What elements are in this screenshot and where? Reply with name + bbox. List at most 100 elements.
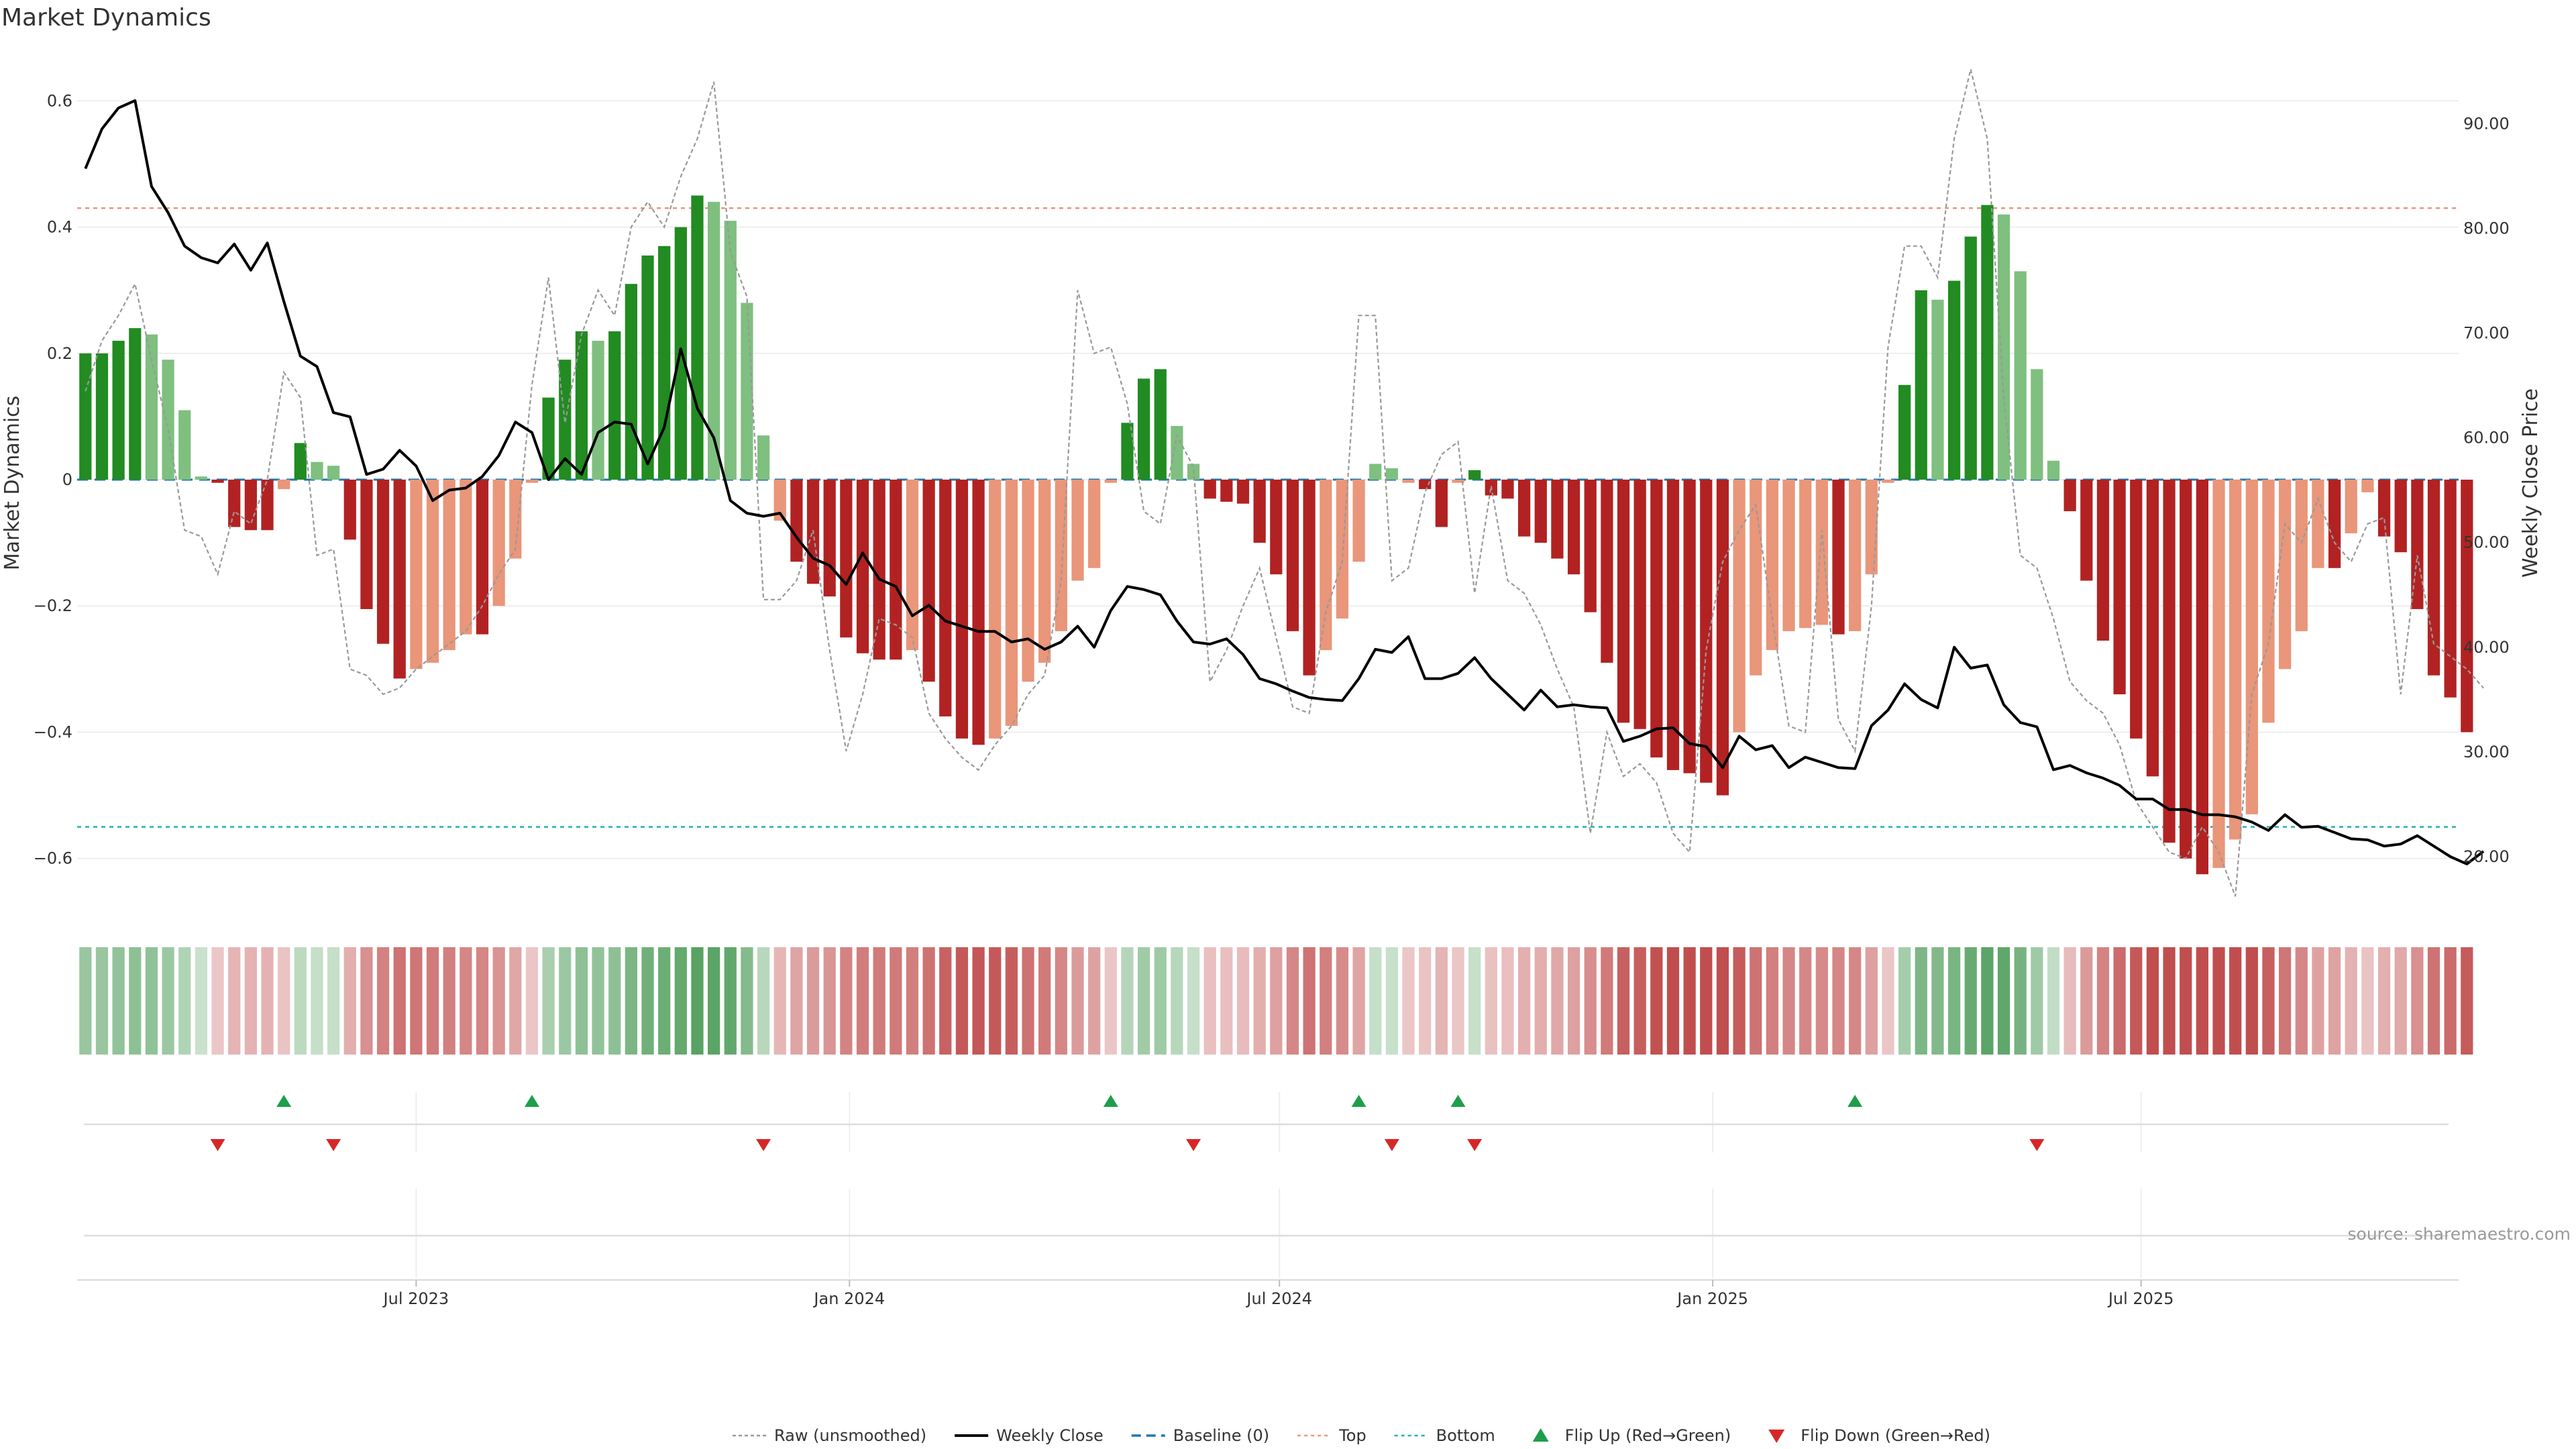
- x-tick-label: Jul 2023: [382, 1289, 449, 1308]
- dynamics-bar: [1121, 423, 1134, 480]
- dynamics-bar: [2427, 480, 2440, 676]
- dynamics-bar: [2229, 480, 2242, 840]
- regime-cell: [1022, 947, 1034, 1055]
- dynamics-bar: [2113, 480, 2126, 694]
- regime-cell: [823, 947, 836, 1055]
- regime-cell: [641, 947, 654, 1055]
- regime-cell: [1385, 947, 1399, 1055]
- dynamics-bars: [79, 195, 2473, 875]
- regime-cell: [129, 947, 142, 1055]
- regime-cell: [343, 947, 356, 1055]
- dynamics-bar: [2377, 480, 2391, 537]
- dynamics-bar: [1915, 290, 1927, 480]
- regime-cell: [426, 947, 439, 1055]
- dynamics-bar: [1137, 378, 1150, 480]
- dynamics-bar: [1088, 480, 1101, 568]
- dynamics-bar: [2328, 480, 2341, 568]
- dynamics-bar: [1865, 480, 1878, 575]
- regime-cell: [1286, 947, 1299, 1055]
- dynamics-bar: [162, 360, 174, 480]
- dynamics-bar: [1733, 480, 1746, 733]
- right-tick-label: 40.00: [2463, 638, 2510, 657]
- dynamics-bar: [1601, 480, 1613, 663]
- dynamics-bar: [1022, 480, 1034, 682]
- right-tick-label: 90.00: [2463, 114, 2510, 133]
- legend-swatch: [1768, 1430, 1785, 1443]
- regime-cell: [1799, 947, 1812, 1055]
- regime-cell: [1782, 947, 1795, 1055]
- regime-cell: [2196, 947, 2209, 1055]
- dynamics-bar: [1253, 480, 1266, 543]
- dynamics-bar: [1683, 480, 1696, 773]
- dynamics-bar: [1997, 214, 2010, 480]
- regime-cell: [2146, 947, 2159, 1055]
- dynamics-bar: [1171, 426, 1183, 480]
- regime-cell: [1716, 947, 1729, 1055]
- regime-cell: [542, 947, 555, 1055]
- close-line: [84, 99, 2485, 865]
- flip-up-marker: [1847, 1095, 1863, 1107]
- regime-cell: [1055, 947, 1067, 1055]
- dynamics-bar: [790, 480, 803, 562]
- dynamics-bar: [460, 480, 472, 635]
- dynamics-bar: [1584, 480, 1597, 612]
- regime-cell: [2361, 947, 2374, 1055]
- dynamics-bar: [691, 195, 704, 480]
- right-axis-label: Weekly Close Price: [2519, 388, 2542, 578]
- regime-cell: [1832, 947, 1845, 1055]
- regime-cell: [1700, 947, 1713, 1055]
- regime-cell: [327, 947, 340, 1055]
- regime-cell: [2394, 947, 2407, 1055]
- dynamics-bar: [1947, 280, 1961, 480]
- regime-cell: [460, 947, 472, 1055]
- regime-cell: [2444, 947, 2457, 1055]
- dynamics-bar: [2047, 460, 2060, 480]
- regime-cell: [906, 947, 919, 1055]
- regime-cell: [2229, 947, 2242, 1055]
- dynamics-bar: [1633, 480, 1646, 729]
- regime-cell: [1584, 947, 1597, 1055]
- regime-cell: [989, 947, 1002, 1055]
- regime-cell: [112, 947, 125, 1055]
- regime-cell: [1815, 947, 1828, 1055]
- regime-cell: [1220, 947, 1233, 1055]
- dynamics-bar: [525, 480, 539, 483]
- dynamics-bar: [724, 221, 737, 480]
- dynamics-bar: [2180, 480, 2192, 859]
- regime-cell: [1931, 947, 1944, 1055]
- regime-cell: [1253, 947, 1266, 1055]
- regime-cell: [1915, 947, 1927, 1055]
- regime-cell: [2461, 947, 2473, 1055]
- dynamics-bar: [343, 480, 356, 540]
- x-tick-label: Jan 2025: [1676, 1289, 1748, 1308]
- dynamics-bar: [79, 353, 92, 480]
- dynamics-bar: [2163, 480, 2176, 843]
- dynamics-bar: [2295, 480, 2308, 631]
- regime-cell: [393, 947, 406, 1055]
- regime-cell: [95, 947, 109, 1055]
- regime-cell: [1517, 947, 1531, 1055]
- regime-cell: [2345, 947, 2357, 1055]
- reference-lines: [77, 207, 2459, 828]
- regime-cell: [1419, 947, 1432, 1055]
- dynamics-bar: [542, 397, 555, 480]
- right-tick-label: 30.00: [2463, 743, 2510, 761]
- dynamics-bar: [1385, 468, 1399, 480]
- regime-cell: [525, 947, 539, 1055]
- x-tick-label: Jan 2024: [812, 1289, 885, 1308]
- regime-cell: [1137, 947, 1150, 1055]
- legend-label: Flip Up (Red→Green): [1565, 1426, 1731, 1445]
- dynamics-bar: [1849, 480, 1862, 631]
- regime-cell: [856, 947, 869, 1055]
- regime-cell: [840, 947, 853, 1055]
- dynamics-bar: [1270, 480, 1283, 575]
- regime-cell: [492, 947, 505, 1055]
- dynamics-bar: [228, 480, 241, 527]
- chart-title: Market Dynamics: [1, 4, 211, 32]
- dynamics-bar: [1666, 480, 1680, 770]
- regime-cell: [211, 947, 224, 1055]
- regime-cell: [1270, 947, 1283, 1055]
- dynamics-bar: [1369, 464, 1382, 480]
- regime-cell: [261, 947, 274, 1055]
- dynamics-bar: [773, 480, 786, 521]
